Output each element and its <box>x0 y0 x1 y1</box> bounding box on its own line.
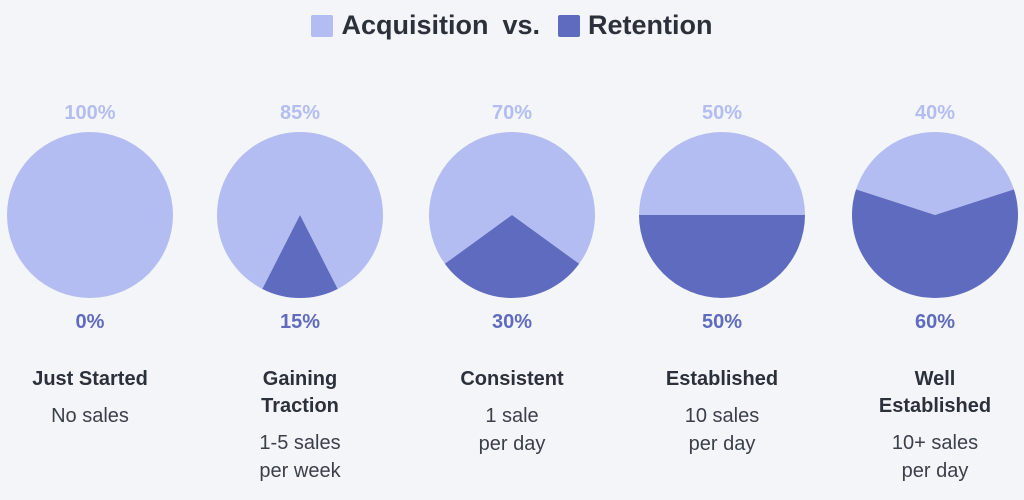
pie-slice <box>262 215 338 298</box>
category: Consistent 1 sale per day <box>427 366 597 458</box>
value-label: 0% <box>76 311 105 333</box>
category-name: Established <box>665 368 779 390</box>
category-description: 1-5 sales per week <box>215 429 385 485</box>
pie-slice <box>639 132 805 215</box>
category-description: 10 sales per day <box>637 402 807 458</box>
legend-swatch <box>311 14 334 37</box>
pie-slice <box>7 132 173 298</box>
legend-swatch <box>558 14 581 37</box>
value-label: 60% <box>915 311 955 333</box>
description-line: per week <box>259 460 341 482</box>
legend-separator: vs. <box>502 10 541 40</box>
value-label: 70% <box>492 102 532 124</box>
category-name: Consistent <box>460 368 564 390</box>
legend-label: Retention <box>588 10 713 40</box>
description-line: per day <box>901 460 969 482</box>
pie-slice <box>444 215 580 299</box>
description-line: 1 sale <box>485 405 539 427</box>
pie-slice <box>856 131 1014 215</box>
pie-slice <box>429 132 596 264</box>
category: Just Started No sales <box>5 366 175 430</box>
legend-label: Acquisition <box>341 10 489 40</box>
category-description: No sales <box>5 402 175 430</box>
pie-slice <box>216 131 383 289</box>
description-line: 1-5 sales <box>259 432 341 454</box>
value-label: 100% <box>64 102 115 124</box>
description-line: per day <box>478 433 546 455</box>
category-name: Just Started <box>32 368 148 390</box>
category-description: 10+ sales per day <box>850 429 1020 485</box>
pie-slice <box>852 189 1018 298</box>
value-label: 40% <box>915 102 955 124</box>
category: Established 10 sales per day <box>637 366 807 458</box>
value-label: 85% <box>280 102 320 124</box>
category-description: 1 sale per day <box>427 402 597 458</box>
value-label: 50% <box>702 102 742 124</box>
description-line: 10+ sales <box>891 432 979 454</box>
description-line: per day <box>688 433 756 455</box>
description-line: No sales <box>51 405 129 427</box>
value-label: 30% <box>492 311 532 333</box>
category-name: Well Established <box>878 368 992 417</box>
category-name: Gaining Traction <box>261 368 339 417</box>
description-line: 10 sales <box>684 405 760 427</box>
value-label: 15% <box>280 311 320 333</box>
category: Well Established 10+ sales per day <box>850 366 1020 485</box>
legend: Acquisition vs. Retention <box>0 10 1024 41</box>
value-label: 50% <box>702 311 742 333</box>
category: Gaining Traction 1-5 sales per week <box>215 366 385 485</box>
pie-slice <box>639 215 805 298</box>
